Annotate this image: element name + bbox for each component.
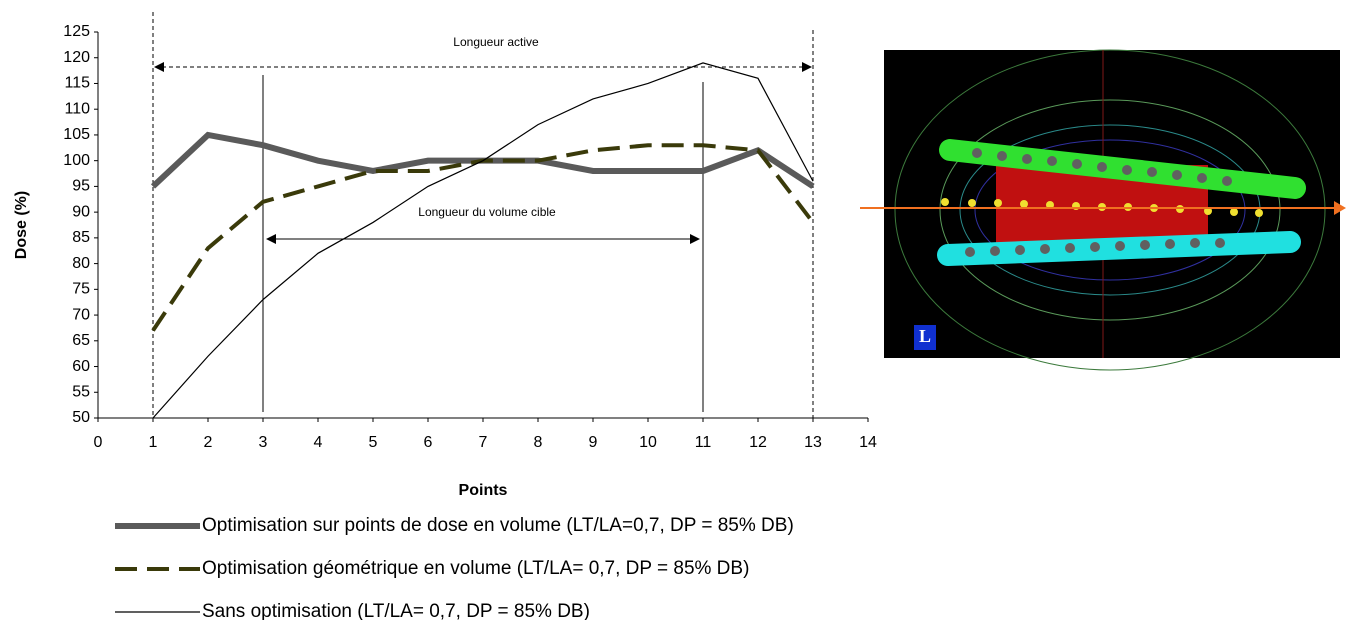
y-tick-label: 95 — [72, 178, 90, 195]
y-tick-label: 125 — [63, 23, 90, 40]
y-tick-label: 85 — [72, 229, 90, 246]
y-tick-label: 65 — [72, 332, 90, 349]
x-tick-label: 4 — [314, 434, 323, 451]
x-tick-label: 2 — [204, 434, 213, 451]
x-tick-label: 12 — [749, 434, 767, 451]
y-tick-label: 75 — [72, 281, 90, 298]
reference-lines — [152, 12, 814, 418]
y-tick-label: 70 — [72, 306, 90, 323]
x-tick-label: 5 — [369, 434, 378, 451]
x-tick-label: 8 — [534, 434, 543, 451]
x-tick-label: 10 — [639, 434, 657, 451]
y-tick-label: 115 — [64, 75, 90, 92]
y-tick-label: 80 — [72, 255, 90, 272]
y-tick-label: 110 — [64, 100, 90, 117]
y-tick-label: 90 — [72, 203, 90, 220]
image-icon: L — [919, 326, 931, 346]
legend-label: Sans optimisation (LT/LA= 0,7, DP = 85% … — [202, 601, 590, 620]
y-tick-label: 55 — [72, 383, 90, 400]
annotation: Longueur du volume cible — [418, 205, 556, 219]
legend-label: Optimisation sur points de dose en volum… — [202, 515, 794, 536]
y-tick-label: 100 — [63, 152, 90, 169]
y-tick-label: 120 — [63, 49, 90, 66]
y-tick-label: 60 — [72, 358, 90, 375]
x-tick-label: 7 — [479, 434, 488, 451]
x-axis-title: Points — [459, 482, 508, 499]
x-tick-label: 11 — [695, 434, 712, 451]
dose-image: L — [860, 49, 1346, 371]
x-tick-label: 14 — [859, 434, 877, 451]
annotation: Longueur active — [453, 35, 539, 49]
x-tick-label: 6 — [424, 434, 433, 451]
x-tick-label: 9 — [589, 434, 598, 451]
legend-label: Optimisation géométrique en volume (LT/L… — [202, 558, 749, 579]
series-line — [151, 143, 815, 332]
x-tick-label: 1 — [149, 434, 158, 451]
y-tick-label: 105 — [63, 126, 90, 143]
series-line — [152, 62, 814, 419]
x-tick-label: 13 — [804, 434, 822, 451]
x-tick-label: 3 — [259, 434, 268, 451]
x-tick-label: 0 — [94, 434, 103, 451]
y-axis-title: Dose (%) — [13, 191, 30, 259]
y-tick-label: 50 — [72, 409, 90, 426]
